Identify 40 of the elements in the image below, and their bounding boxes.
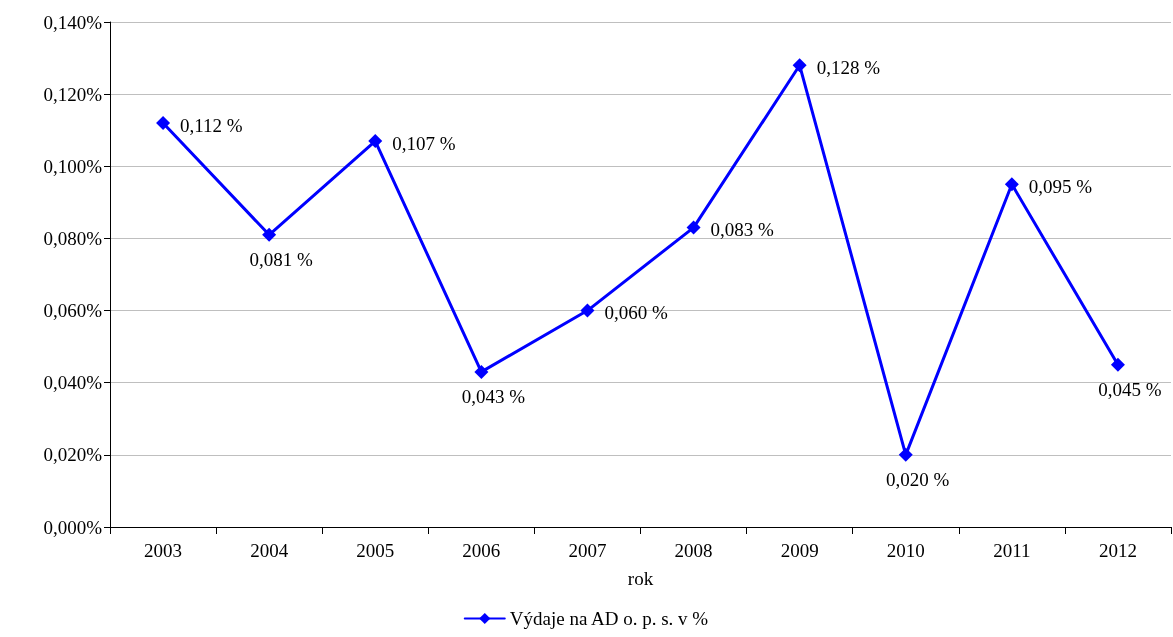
x-axis-title: rok	[627, 568, 654, 589]
y-tick-label: 0,060%	[43, 300, 103, 322]
point	[474, 364, 489, 379]
y-tick-label: 0,020%	[43, 444, 103, 466]
y-tick-label: 0,140%	[43, 11, 103, 33]
data-label: 0,060 %	[604, 302, 668, 324]
y-tick-label: 0,100%	[43, 155, 103, 177]
data-label: 0,107 %	[392, 132, 456, 154]
point	[368, 134, 383, 149]
data-label: 0,043 %	[461, 385, 526, 407]
x-tick-label: 2005	[356, 540, 395, 561]
point	[1110, 357, 1125, 372]
point	[156, 116, 171, 130]
y-tick-label: 0,080%	[43, 227, 103, 249]
legend-label: Výdaje na AD o. p. s. v %	[509, 608, 709, 629]
point	[792, 58, 807, 73]
x-tick-label: 2012	[1098, 540, 1137, 561]
x-tick-label: 2011	[993, 540, 1031, 561]
point	[262, 227, 277, 242]
y-tick-label: 0,120%	[43, 83, 103, 105]
x-tick-label: 2006	[462, 540, 501, 561]
point	[898, 447, 913, 462]
data-label: 0,095 %	[1028, 175, 1093, 197]
data-label: 0,083 %	[710, 219, 775, 241]
x-tick-label: 2003	[144, 540, 183, 561]
data-label: 0,081 %	[249, 248, 313, 270]
data-label: 0,020 %	[886, 468, 950, 490]
x-tick-label: 2010	[886, 540, 925, 561]
x-tick-label: 2007	[568, 540, 607, 561]
x-tick-label: 2008	[674, 540, 713, 561]
y-tick-label: 0,040%	[43, 372, 103, 394]
data-label: 0,045 %	[1098, 378, 1162, 400]
point	[1004, 177, 1019, 192]
x-tick-label: 2009	[780, 540, 819, 561]
point	[686, 220, 701, 235]
data-label: 0,112 %	[180, 114, 243, 136]
y-tick-label: 0,000%	[43, 516, 103, 538]
point	[580, 303, 595, 318]
data-label: 0,128 %	[816, 56, 881, 78]
x-tick-label: 2004	[250, 540, 289, 561]
